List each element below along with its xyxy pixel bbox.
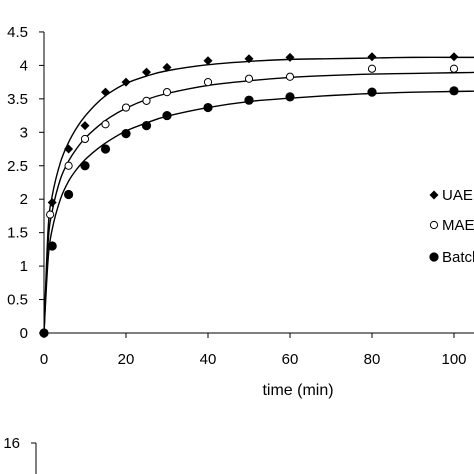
data-point-batch: [285, 92, 295, 102]
y-tick-label: 2: [20, 191, 28, 208]
x-tick-label: 100: [441, 351, 466, 368]
y-tick-label: 1: [20, 258, 28, 275]
legend-marker-batch: [429, 252, 439, 262]
data-point-batch: [47, 241, 57, 251]
data-point-batch: [100, 144, 111, 154]
data-point-uae: [244, 54, 254, 64]
data-markers: [39, 52, 459, 338]
data-point-batch: [64, 189, 74, 200]
data-point-mae: [244, 74, 254, 83]
data-point-uae: [203, 56, 213, 66]
data-point-mae: [121, 103, 131, 112]
y-tick-label: 0: [20, 325, 28, 342]
y-tick-label: 0.5: [7, 292, 28, 309]
data-point-uae: [367, 52, 377, 62]
data-point-batch: [203, 102, 213, 113]
data-point-uae: [101, 87, 110, 97]
legend-marker-uae: [429, 190, 439, 200]
fit-curves: [43, 56, 474, 334]
data-point-mae: [449, 64, 459, 73]
legend-label-uae: UAE: [442, 187, 473, 204]
data-point-mae: [142, 96, 151, 105]
y-tick-label: 3.5: [7, 91, 28, 108]
data-point-batch: [162, 110, 172, 121]
data-point-batch: [80, 161, 90, 171]
data-point-batch: [449, 86, 459, 96]
data-point-uae: [47, 198, 57, 208]
x-tick-label: 20: [118, 351, 135, 368]
second-chart: 16: [3, 435, 37, 474]
data-point-batch: [141, 121, 152, 131]
data-point-mae: [80, 134, 90, 144]
x-tick-label: 80: [364, 351, 381, 368]
x-tick-label: 0: [40, 351, 48, 368]
data-point-uae: [142, 67, 151, 77]
data-point-mae: [162, 88, 172, 97]
y-tick-label: 3: [20, 124, 28, 141]
legend-label-batch: Batch: [442, 249, 474, 266]
x-axis-title: time (min): [262, 382, 333, 399]
x-tick-label: 60: [282, 351, 299, 368]
data-point-mae: [367, 64, 377, 73]
data-point-mae: [285, 72, 295, 81]
data-point-uae: [162, 62, 172, 72]
data-point-uae: [285, 52, 295, 62]
axes: 0 0.5 1 1.5 2 2.5 3 3.5 4 4.5 0 20 40 60 80 100: [7, 24, 474, 368]
data-point-mae: [101, 120, 110, 129]
legend-label-mae: MAE: [442, 217, 474, 234]
data-point-mae: [203, 78, 213, 87]
data-point-mae: [46, 210, 55, 219]
fit-curve-uae: [43, 56, 474, 334]
data-point-batch: [121, 129, 131, 139]
data-point-batch: [367, 87, 377, 97]
data-point-uae: [64, 144, 74, 154]
fit-curve-mae: [43, 71, 474, 334]
y-tick-label: 1.5: [7, 225, 28, 242]
legend-marker-mae: [429, 220, 439, 230]
fit-curve-batch: [43, 90, 474, 334]
data-point-mae: [64, 161, 73, 170]
legend: UAE MAE Batch: [429, 187, 474, 266]
y-tick-label-2: 16: [3, 435, 20, 452]
x-tick-label: 40: [200, 351, 217, 368]
y-tick-label: 4.5: [7, 24, 28, 41]
data-point-uae: [80, 121, 90, 131]
data-point-batch: [244, 95, 254, 105]
y-tick-label: 2.5: [7, 158, 28, 175]
data-point-uae: [121, 77, 131, 87]
y-tick-label: 4: [20, 57, 28, 74]
data-point-uae: [449, 52, 459, 62]
